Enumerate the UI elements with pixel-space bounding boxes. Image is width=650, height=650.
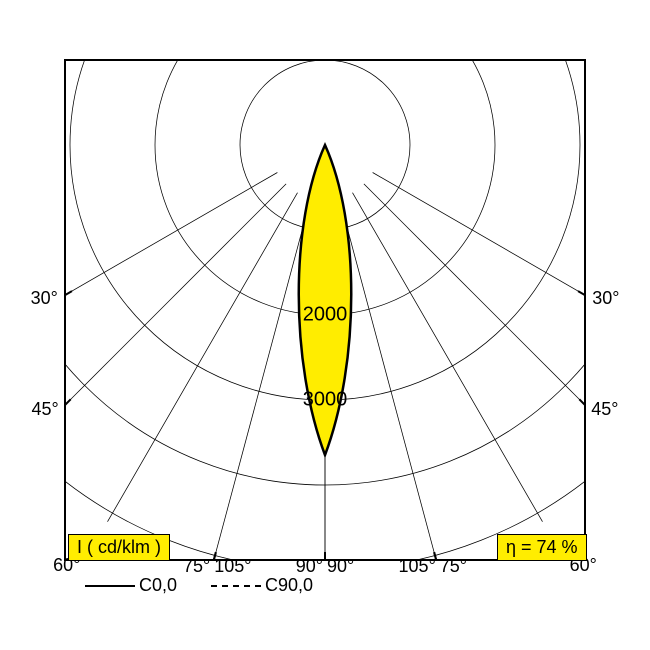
angle-label: 105°: [214, 556, 251, 577]
angle-label: 105°: [399, 556, 436, 577]
angle-label: 90°: [296, 556, 323, 577]
efficiency-box: η = 74 %: [497, 534, 587, 561]
legend-swatch-dashed: [211, 585, 261, 587]
legend: C0,0 C90,0: [85, 575, 337, 596]
angle-label: 30°: [31, 288, 58, 309]
angle-label: 45°: [591, 399, 618, 420]
angle-label: 75°: [440, 556, 467, 577]
ring-label: 2000: [303, 304, 348, 327]
units-box: I ( cd/klm ): [68, 534, 170, 561]
angle-label: 30°: [592, 288, 619, 309]
ring-label: 3000: [303, 389, 348, 412]
angle-label: 90°: [327, 556, 354, 577]
legend-label: C90,0: [265, 575, 313, 596]
angle-label: 75°: [183, 556, 210, 577]
legend-swatch-solid: [85, 585, 135, 587]
angle-label: 45°: [32, 399, 59, 420]
legend-label: C0,0: [139, 575, 177, 596]
